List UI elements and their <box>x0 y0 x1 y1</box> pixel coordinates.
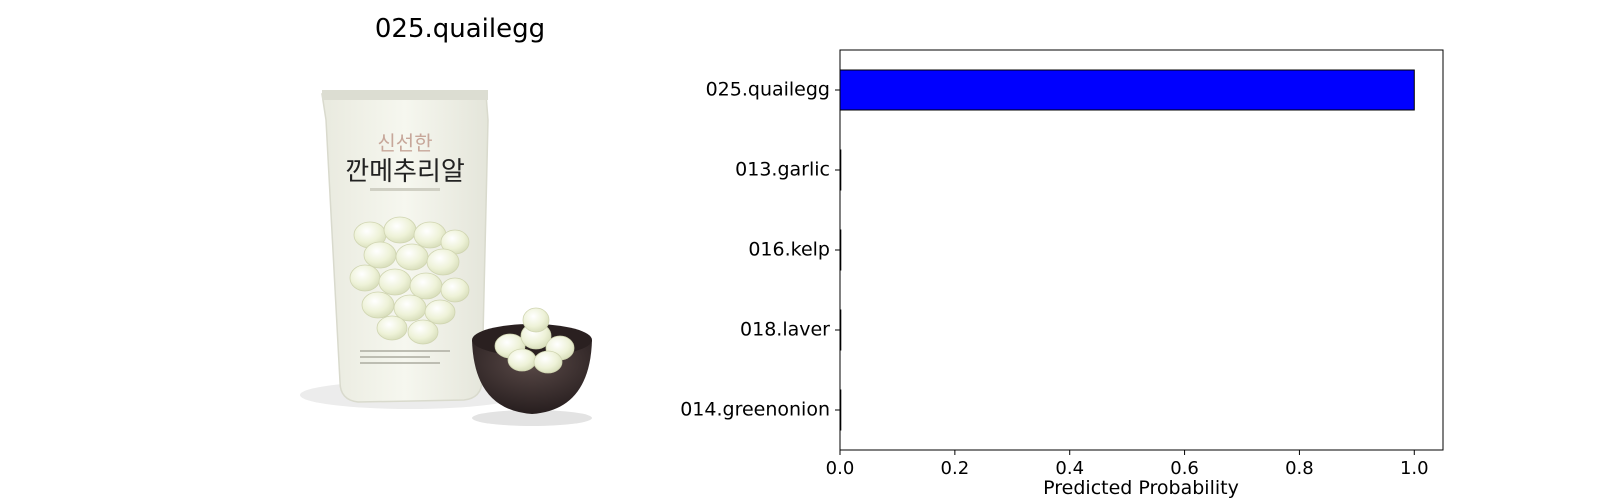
x-tick-label: 0.6 <box>1170 458 1199 479</box>
x-tick-label: 0.4 <box>1055 458 1084 479</box>
x-tick-label: 1.0 <box>1400 458 1429 479</box>
x-tick-label: 0.8 <box>1285 458 1314 479</box>
y-tick-label: 025.quailegg <box>706 79 830 101</box>
x-axis-label: Predicted Probability <box>1043 477 1239 499</box>
x-tick-label: 0.0 <box>826 458 855 479</box>
quail-egg-photo: 신선한 깐메추리알 <box>260 50 660 450</box>
package-text-main: 깐메추리알 <box>345 157 465 187</box>
bar-025.quailegg <box>839 69 1415 111</box>
y-axis: 025.quailegg 013.garlic 016.kelp 018.laver 0… <box>680 79 840 421</box>
image-title: 025.quailegg <box>374 14 546 44</box>
package-text-top: 신선한 <box>377 131 432 155</box>
bars-layer <box>839 69 1415 431</box>
y-tick-label: 014.greenonion <box>680 399 830 421</box>
y-tick-label: 013.garlic <box>735 159 830 181</box>
y-tick-label: 016.kelp <box>748 239 830 261</box>
x-axis: 0.0 0.2 0.4 0.6 0.8 1.0 <box>826 450 1429 479</box>
x-tick-label: 0.2 <box>941 458 970 479</box>
y-tick-label: 018.laver <box>740 319 830 341</box>
